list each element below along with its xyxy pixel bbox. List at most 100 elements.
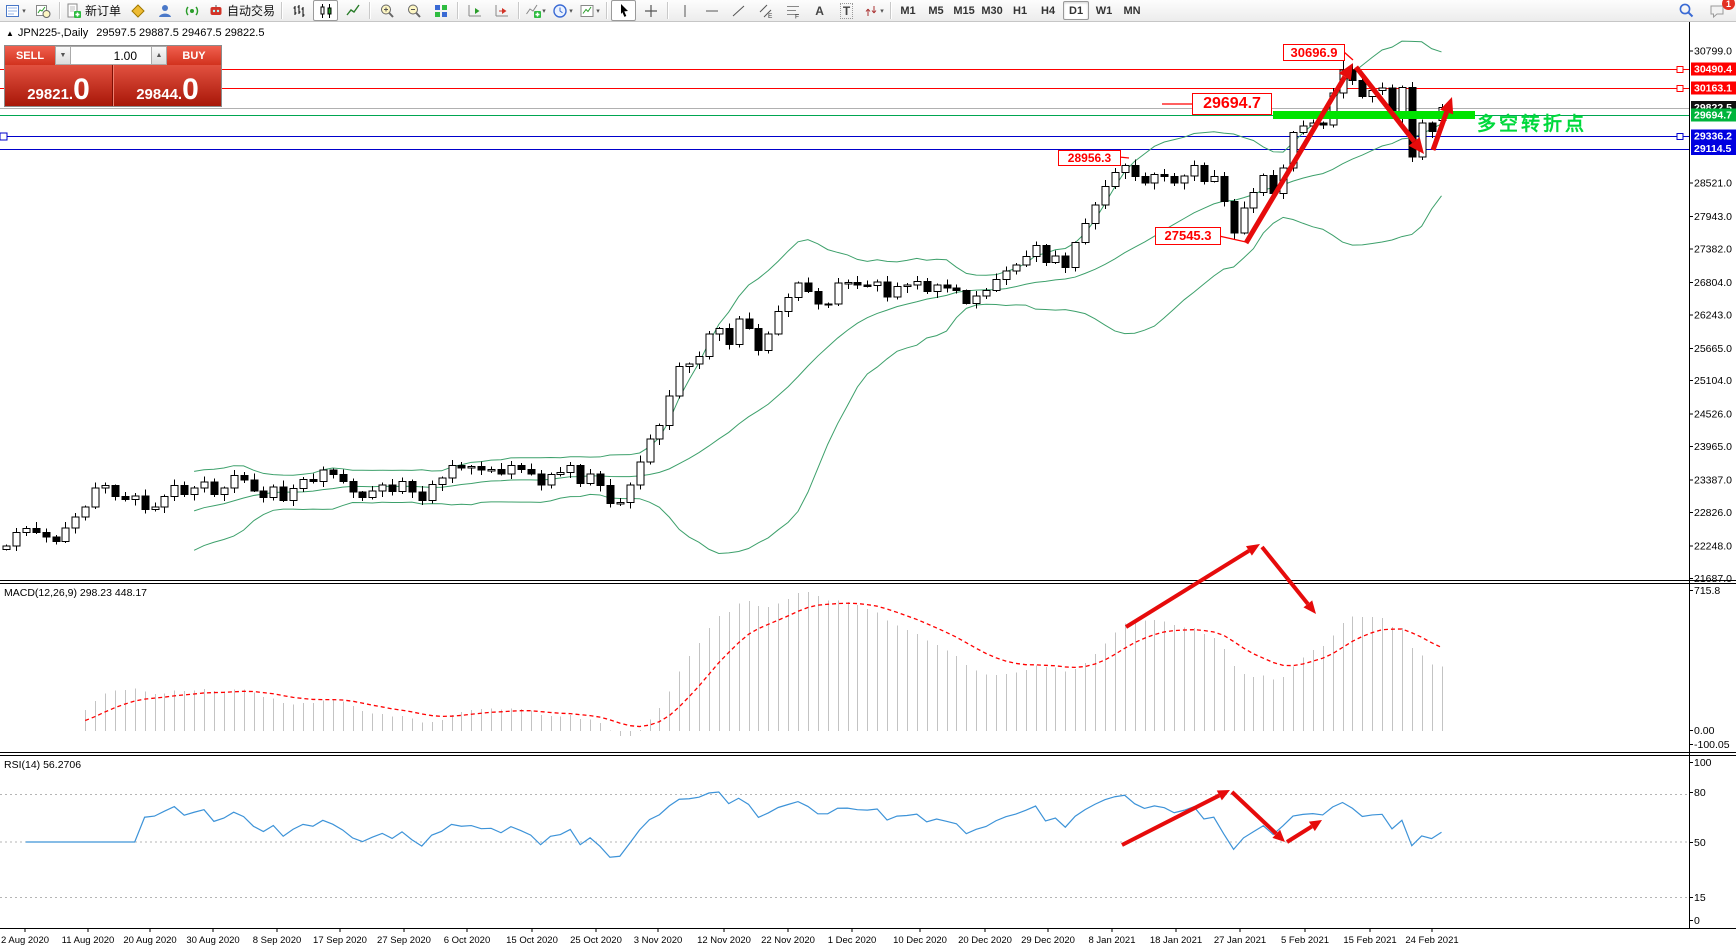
market-depth-icon[interactable] [152, 0, 177, 21]
price-tick-label: 30799.0 [1694, 46, 1732, 58]
profiles-icon[interactable] [30, 0, 55, 21]
text-tool-icon[interactable]: A [815, 3, 824, 18]
price-axis[interactable]: 30799.0 28521.0 27943.0 27382.0 26804.0 26243… [1689, 46, 1736, 927]
chart-shift-icon[interactable] [462, 0, 487, 21]
bar-chart-icon[interactable] [286, 0, 311, 21]
arrows-tool-icon[interactable]: ▾ [861, 0, 886, 21]
date-label: 27 Sep 2020 [377, 935, 431, 946]
date-label: 10 Dec 2020 [893, 935, 947, 946]
trendline-icon[interactable] [726, 0, 751, 21]
date-label: 20 Aug 2020 [123, 935, 176, 946]
auto-trading-label: 自动交易 [227, 4, 276, 18]
date-label: 24 Feb 2021 [1405, 935, 1458, 946]
date-axis[interactable]: 2 Aug 2020 11 Aug 2020 20 Aug 2020 30 Aug 2… [1, 928, 1459, 946]
date-label: 6 Oct 2020 [444, 935, 490, 946]
buy-price-button[interactable]: 29844. 0 [113, 65, 221, 106]
tf-h4[interactable]: H4 [1041, 4, 1056, 17]
svg-text:30490.4: 30490.4 [1694, 64, 1732, 76]
price-badge [1691, 62, 1736, 76]
toolbar: ▾ 新订单 自动交易 [0, 0, 1736, 22]
crosshair-icon[interactable] [638, 0, 663, 21]
zoom-in-icon[interactable] [374, 0, 399, 21]
date-label: 20 Dec 2020 [958, 935, 1012, 946]
date-label: 22 Nov 2020 [761, 935, 815, 946]
lot-size-input[interactable] [71, 46, 151, 65]
sell-price-button[interactable]: 29821. 0 [5, 65, 113, 106]
tf-m1[interactable]: M1 [900, 4, 916, 17]
tf-d1[interactable]: D1 [1063, 1, 1090, 20]
price-annotation-mid[interactable]: 28956.3 [1058, 150, 1121, 166]
zoom-out-icon[interactable] [401, 0, 426, 21]
svg-text:29336.2: 29336.2 [1694, 130, 1732, 142]
fibonacci-icon[interactable]: F [780, 0, 805, 21]
price-tick-label: 27382.0 [1694, 243, 1732, 255]
auto-trading-button[interactable]: 自动交易 [206, 0, 277, 21]
notifications-icon[interactable]: 1 [1705, 0, 1735, 21]
date-label: 17 Sep 2020 [313, 935, 367, 946]
auto-scroll-icon[interactable] [489, 0, 514, 21]
date-label: 12 Nov 2020 [697, 935, 751, 946]
sell-price-main: 29821. [27, 86, 74, 103]
price-badge [1691, 81, 1736, 95]
chart-objects [0, 22, 1736, 930]
price-badge [1691, 129, 1736, 143]
search-icon[interactable] [1674, 0, 1699, 21]
date-label: 11 Aug 2020 [62, 935, 115, 946]
price-annotation-pivot[interactable]: 29694.7 [1192, 93, 1272, 115]
tf-mn[interactable]: MN [1123, 4, 1141, 17]
collapse-icon[interactable]: ▲ [6, 29, 14, 38]
line-chart-icon[interactable] [340, 0, 365, 21]
add-indicator-icon[interactable]: ▾ [523, 0, 548, 21]
svg-text:30163.1: 30163.1 [1694, 82, 1732, 94]
svg-text:E: E [768, 13, 773, 19]
new-order-button[interactable]: 新订单 [64, 0, 123, 21]
tf-m5[interactable]: M5 [928, 4, 944, 17]
vertical-line-icon[interactable] [672, 0, 697, 21]
periods-clock-icon[interactable]: ▾ [550, 0, 575, 21]
buy-button[interactable]: BUY [167, 46, 221, 65]
svg-text:80: 80 [1694, 787, 1706, 799]
rsi-pane[interactable] [0, 791, 1689, 898]
svg-text:-100.05: -100.05 [1694, 739, 1730, 751]
price-tick-label: 21687.0 [1694, 573, 1732, 585]
tf-w1[interactable]: W1 [1095, 4, 1113, 17]
price-tick-label: 26804.0 [1694, 277, 1732, 289]
date-label: 29 Dec 2020 [1021, 935, 1075, 946]
date-label: 25 Oct 2020 [570, 935, 622, 946]
lot-decrease-button[interactable]: ▼ [55, 46, 71, 65]
label-tool-icon[interactable]: T [834, 0, 859, 21]
channel-icon[interactable]: E [753, 0, 778, 21]
rsi-indicator-label: RSI(14) 56.2706 [4, 759, 82, 771]
cursor-icon[interactable] [611, 0, 637, 21]
price-tick-label: 23965.0 [1694, 441, 1732, 453]
tile-windows-icon[interactable] [428, 0, 453, 21]
tf-m15[interactable]: M15 [953, 4, 975, 17]
svg-text:29694.7: 29694.7 [1694, 110, 1732, 122]
macd-pane[interactable] [84, 592, 1443, 737]
price-tick-label: 25665.0 [1694, 343, 1732, 355]
svg-text:15: 15 [1694, 892, 1706, 904]
chart-title: ▲ JPN225-,Daily 29597.5 29887.5 29467.5 29… [6, 27, 264, 39]
date-label: 1 Dec 2020 [828, 935, 877, 946]
price-tick-label: 25104.0 [1694, 375, 1732, 387]
tf-h1[interactable]: H1 [1013, 4, 1028, 17]
candlestick-chart-icon[interactable] [313, 0, 339, 21]
price-annotation-peak[interactable]: 30696.9 [1283, 44, 1345, 61]
price-pane[interactable] [0, 40, 1689, 554]
chart-windows-icon[interactable]: ▾ [3, 0, 28, 21]
tf-m30[interactable]: M30 [981, 4, 1003, 17]
signals-icon[interactable] [179, 0, 204, 21]
svg-text:F: F [795, 13, 799, 19]
price-tick-label: 28521.0 [1694, 178, 1732, 190]
sell-price-big-digit: 0 [73, 73, 90, 106]
metaeditor-icon[interactable] [125, 0, 150, 21]
horizontal-line-icon[interactable] [699, 0, 724, 21]
template-icon[interactable]: ▾ [577, 0, 602, 21]
lot-increase-button[interactable]: ▲ [151, 46, 167, 65]
sell-button[interactable]: SELL [5, 46, 55, 65]
date-label: 15 Feb 2021 [1343, 935, 1396, 946]
svg-text:715.8: 715.8 [1694, 585, 1720, 597]
chinese-note-label[interactable]: 多空转折点 [1477, 114, 1588, 135]
price-annotation-low[interactable]: 27545.3 [1155, 227, 1221, 245]
